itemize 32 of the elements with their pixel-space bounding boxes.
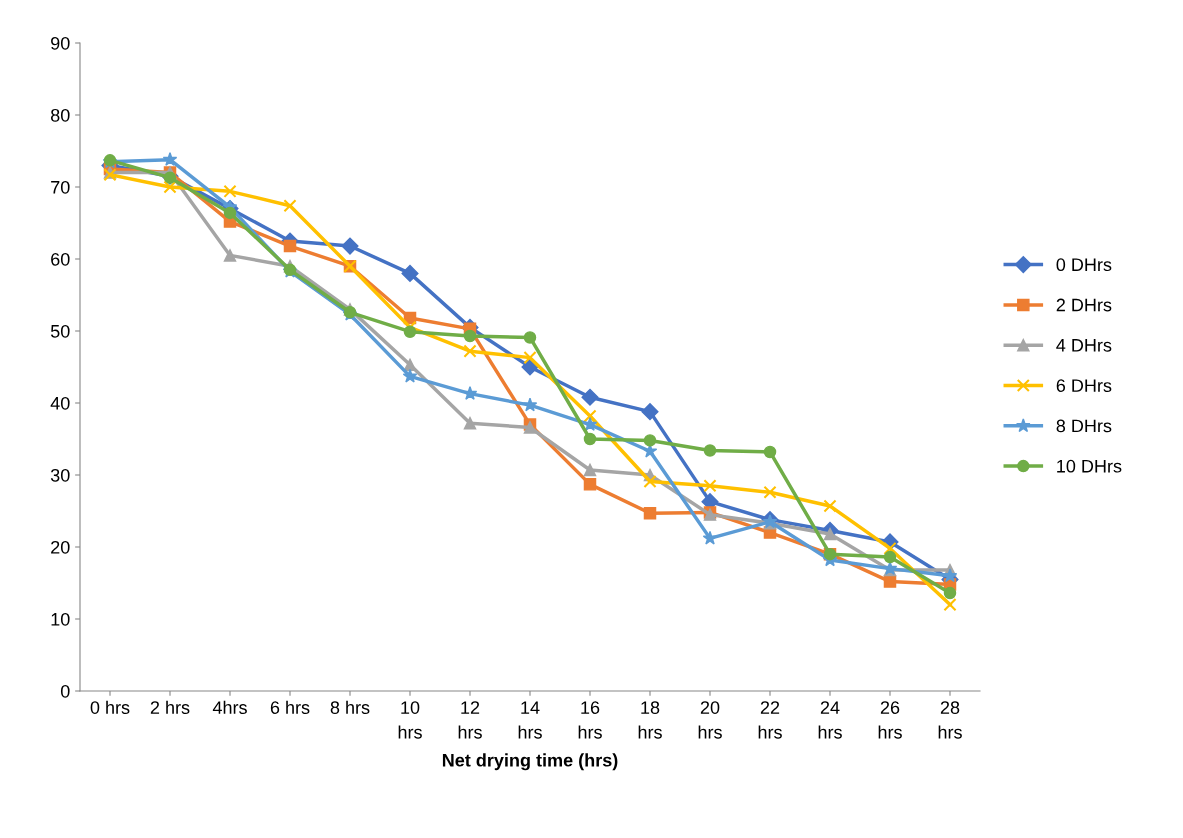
x-tick-label: 16 hrs (578, 701, 602, 739)
y-tick-label: 90 (51, 36, 70, 50)
y-tick-label: 0 (60, 684, 70, 698)
y-tick-label: 50 (50, 324, 70, 338)
legend-label: 10 DHrs (1057, 459, 1122, 473)
x-tick-label: 20 hrs (698, 701, 722, 739)
y-tick-label: 30 (50, 468, 70, 482)
y-tick-label: 70 (51, 180, 70, 194)
y-tick-label: 60 (51, 252, 70, 266)
x-tick-label: 28 hrs (938, 701, 962, 739)
y-tick-label: 40 (50, 396, 70, 410)
x-tick-label: 4hrs (212, 700, 247, 714)
x-tick-label: 22 hrs (758, 701, 782, 739)
legend-label: 0 DHrs (1056, 258, 1112, 272)
x-tick-label: 12 hrs (458, 701, 482, 739)
x-tick-label: 6 hrs (270, 700, 310, 714)
legend-label: 2 DHrs (1056, 298, 1112, 312)
x-tick-label: 0 hrs (90, 700, 130, 714)
x-tick-label: 18 hrs (638, 701, 662, 739)
legend-label: 8 DHrs (1056, 419, 1112, 433)
x-tick-label: 8 hrs (330, 700, 370, 714)
x-tick-label: 14 hrs (518, 701, 542, 739)
y-tick-label: 20 (51, 540, 70, 554)
x-tick-label: 2 hrs (150, 700, 190, 714)
x-axis-title: Net drying time (hrs) (442, 753, 618, 771)
y-tick-label: 80 (50, 108, 70, 122)
x-tick-label: 24 hrs (818, 701, 842, 739)
x-tick-label: 10 hrs (398, 701, 422, 739)
legend-label: 6 DHrs (1056, 379, 1112, 392)
x-tick-label: 26 hrs (878, 701, 902, 739)
y-tick-label: 10 (51, 612, 70, 626)
legend-label: 4 DHrs (1056, 339, 1112, 352)
